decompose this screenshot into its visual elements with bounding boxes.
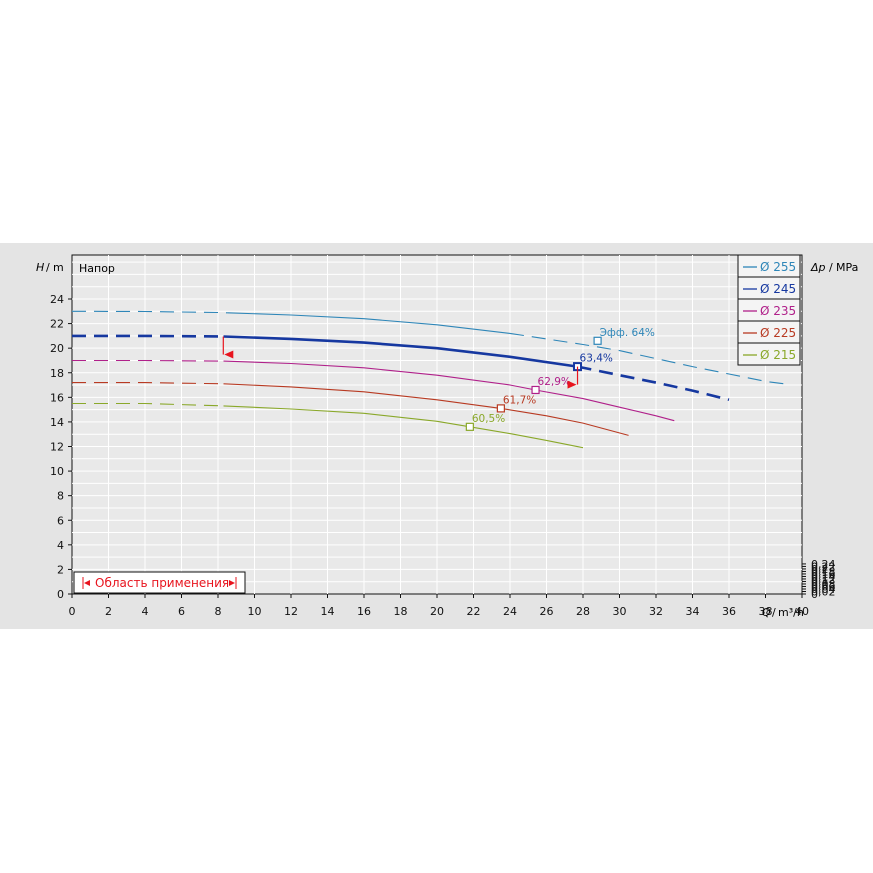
y-tick-label: 24 [50,293,64,306]
x-tick-label: 6 [178,605,185,618]
y2-tick-label: 0,06 [811,580,836,593]
y-tick-label: 20 [50,342,64,355]
y2-tick-label: 0,2 [811,563,829,576]
y-tick-label: 4 [57,539,64,552]
x-tick-label: 24 [503,605,517,618]
legend-label: Ø 245 [760,282,796,296]
y2-tick-label: 0,22 [811,560,836,573]
y2-tick-label: 0,1 [811,575,829,588]
axes: 0 2 4 6 8 10 12 14 16 18 20 22 24 26 28 30 32 34 36 38 40024… [50,293,836,618]
curve-dashed-start [72,334,224,338]
legend: Ø 255 Ø 245 Ø 235 Ø 225 Ø 215 [737,254,801,366]
legend-label: Ø 215 [760,348,796,362]
range-legend-arrow-right [229,580,235,586]
x-tick-label: 40 [795,605,809,618]
curve-dashed-start [72,359,224,362]
y-tick-label: 14 [50,416,64,429]
range-min-arrow [224,350,234,359]
x-tick-label: 20 [430,605,444,618]
curve-solid [223,405,584,449]
legend-label: Ø 255 [760,260,796,274]
x-tick-label: 10 [248,605,262,618]
y2-axis-unit-sep: / [829,261,833,274]
curve-dashed-end [577,365,730,402]
y-tick-label: 22 [50,318,64,331]
curve-solid [223,335,578,368]
y-axis-caption: Напор [79,262,115,275]
bep-label: Эфф. 64% [600,327,655,339]
grid-lines [72,255,802,594]
curve-dashed-end [509,332,784,385]
curve-dashed-start [72,382,224,385]
x-tick-label: 26 [540,605,554,618]
y2-tick-label: 0,16 [811,568,836,581]
x-tick-label: 18 [394,605,408,618]
x-tick-label: 4 [142,605,149,618]
y2-axis-unit: MPa [836,261,858,274]
y-axis-var: H [36,261,44,274]
range-legend-label: Область применения [95,576,229,590]
head-curves [71,310,784,449]
x-axis-var: Q [762,606,771,619]
bep-label: 63,4% [580,353,613,365]
y2-tick-label: 0,08 [811,578,836,591]
y2-tick-label: 0,12 [811,573,836,586]
bep-label: 62,9% [538,376,571,388]
axis-labels: H / m Напор Q / m³/h Δp / MPa [36,261,858,619]
curve-solid [227,312,511,334]
y-tick-label: 6 [57,514,64,527]
x-tick-label: 22 [467,605,481,618]
x-tick-label: 0 [69,605,76,618]
y2-axis-var: Δp [810,261,826,274]
y-tick-label: 2 [57,563,64,576]
x-tick-label: 16 [357,605,371,618]
y2-tick-label: 0 [811,588,818,601]
curve-dashed-start [72,402,224,407]
x-tick-label: 30 [613,605,627,618]
x-tick-label: 38 [759,605,773,618]
y2-tick-label: 0,02 [811,585,836,598]
y2-tick-label: 0,18 [811,565,836,578]
bep-marker [496,404,505,413]
legend-label: Ø 225 [760,326,796,340]
x-axis-unit-sep: / [772,606,776,619]
bep-label: 61,7% [503,394,536,406]
x-tick-label: 36 [722,605,736,618]
x-tick-label: 14 [321,605,335,618]
y-tick-label: 18 [50,367,64,380]
y-tick-label: 10 [50,465,64,478]
range-max-arrow [567,380,577,389]
curve-solid [223,383,629,436]
x-tick-label: 32 [649,605,663,618]
x-tick-label: 12 [284,605,298,618]
bep-marker [593,336,602,345]
bep-marker [531,385,540,395]
y-tick-label: 16 [50,391,64,404]
operating-range: Область применения [73,336,579,594]
bep-marker [465,422,474,431]
y-axis-unit-sep: / [46,261,50,274]
curve-solid [223,360,675,422]
legend-label: Ø 235 [760,304,796,318]
x-tick-label: 34 [686,605,700,618]
y2-tick-label: 0,24 [811,558,836,571]
y2-tick-label: 0,14 [811,570,836,583]
x-tick-label: 8 [215,605,222,618]
x-tick-label: 28 [576,605,590,618]
range-legend-arrow-left [84,580,90,586]
y-tick-label: 8 [57,490,64,503]
x-tick-label: 2 [105,605,112,618]
x-axis-unit: m³/h [778,606,804,619]
y2-tick-label: 0,04 [811,583,836,596]
range-legend-box [73,571,246,594]
legend-item [737,342,801,366]
y-tick-label: 0 [57,588,64,601]
y-tick-label: 12 [50,441,64,454]
y-axis-unit: m [53,261,64,274]
bep-label: 60,5% [472,413,505,425]
